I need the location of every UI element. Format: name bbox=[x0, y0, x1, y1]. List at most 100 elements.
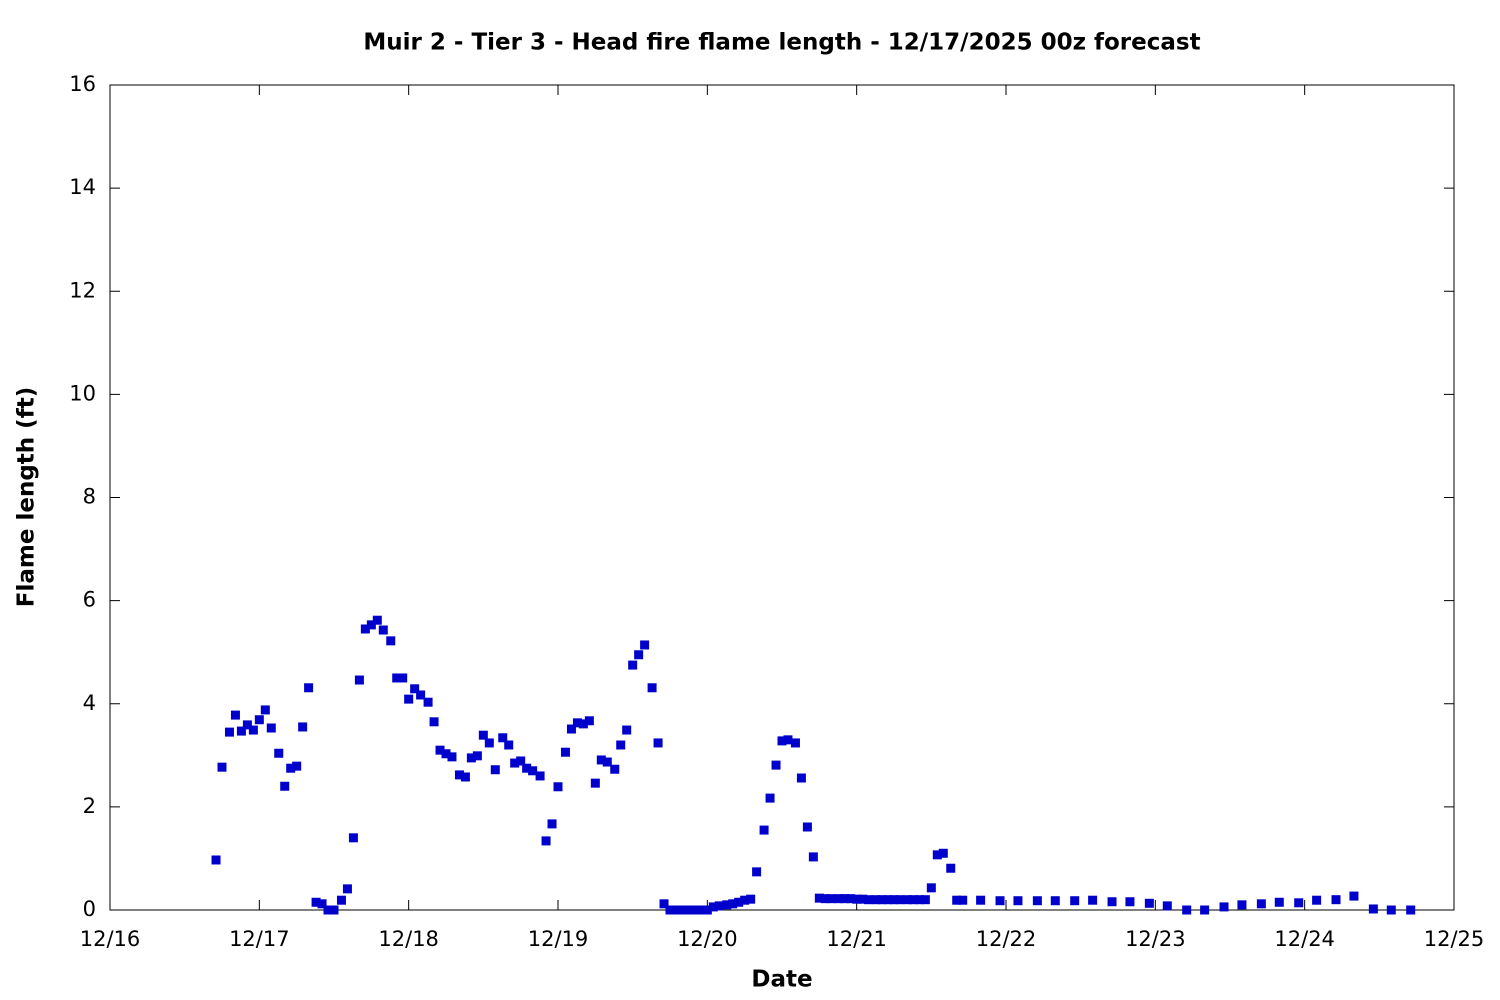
data-point bbox=[616, 740, 626, 750]
data-point bbox=[852, 894, 862, 904]
data-point bbox=[834, 894, 844, 904]
data-point bbox=[728, 899, 738, 909]
data-point bbox=[490, 765, 500, 775]
data-point bbox=[1125, 897, 1135, 907]
data-point bbox=[722, 900, 732, 910]
data-point bbox=[1144, 898, 1154, 908]
y-tick-label: 16 bbox=[69, 72, 96, 96]
data-point bbox=[765, 793, 775, 803]
data-point bbox=[677, 905, 687, 915]
data-point bbox=[864, 895, 874, 905]
x-tick-label: 12/20 bbox=[677, 927, 738, 951]
data-point bbox=[429, 717, 439, 727]
data-point bbox=[622, 725, 632, 735]
data-point bbox=[323, 905, 333, 915]
data-point bbox=[217, 762, 227, 772]
x-tick-label: 12/17 bbox=[229, 927, 290, 951]
data-point bbox=[1349, 891, 1359, 901]
data-point bbox=[696, 905, 706, 915]
data-point bbox=[659, 899, 669, 909]
data-point bbox=[796, 773, 806, 783]
data-point bbox=[820, 894, 830, 904]
data-point bbox=[952, 895, 962, 905]
data-point bbox=[466, 753, 476, 763]
data-point bbox=[1200, 905, 1210, 915]
data-point bbox=[1050, 896, 1060, 906]
data-point bbox=[522, 763, 532, 773]
data-point bbox=[596, 755, 606, 765]
data-point bbox=[478, 730, 488, 740]
data-point bbox=[266, 723, 276, 733]
data-point bbox=[372, 615, 382, 625]
data-point bbox=[441, 749, 451, 759]
data-point bbox=[858, 894, 868, 904]
data-point bbox=[908, 895, 918, 905]
x-tick-label: 12/21 bbox=[826, 927, 887, 951]
data-point bbox=[995, 896, 1005, 906]
data-point bbox=[752, 867, 762, 877]
data-point bbox=[242, 720, 252, 730]
data-point bbox=[590, 778, 600, 788]
data-point bbox=[454, 770, 464, 780]
data-point bbox=[292, 761, 302, 771]
data-point bbox=[783, 735, 793, 745]
data-point bbox=[547, 819, 557, 829]
chart-title: Muir 2 - Tier 3 - Head fire flame length… bbox=[363, 30, 1200, 56]
data-point bbox=[366, 620, 376, 630]
data-point bbox=[211, 855, 221, 865]
x-tick-label: 12/18 bbox=[378, 927, 439, 951]
data-point bbox=[746, 894, 756, 904]
data-point bbox=[790, 738, 800, 748]
data-point bbox=[416, 690, 426, 700]
data-point bbox=[846, 894, 856, 904]
data-point bbox=[702, 905, 712, 915]
x-tick-label: 12/23 bbox=[1125, 927, 1186, 951]
x-tick-label: 12/24 bbox=[1274, 927, 1335, 951]
y-axis-label: Flame length (ft) bbox=[14, 387, 40, 607]
data-point bbox=[236, 726, 246, 736]
data-point bbox=[1237, 900, 1247, 910]
x-tick-label: 12/19 bbox=[528, 927, 589, 951]
data-point bbox=[447, 752, 457, 762]
data-point bbox=[1256, 899, 1266, 909]
data-point bbox=[484, 738, 494, 748]
data-point bbox=[665, 905, 675, 915]
data-point bbox=[298, 722, 308, 732]
data-point bbox=[671, 905, 681, 915]
data-point bbox=[1032, 896, 1042, 906]
data-point bbox=[1107, 897, 1117, 907]
data-point bbox=[840, 894, 850, 904]
data-point bbox=[304, 683, 314, 693]
data-point bbox=[286, 763, 296, 773]
data-point bbox=[342, 884, 352, 894]
data-point bbox=[280, 781, 290, 791]
data-point bbox=[759, 825, 769, 835]
data-point bbox=[889, 895, 899, 905]
data-point bbox=[808, 852, 818, 862]
data-point bbox=[610, 764, 620, 774]
data-point bbox=[1162, 901, 1172, 911]
data-point bbox=[634, 650, 644, 660]
data-point bbox=[274, 748, 284, 758]
data-point bbox=[684, 905, 694, 915]
data-point bbox=[938, 848, 948, 858]
data-point bbox=[584, 716, 594, 726]
data-point bbox=[1386, 905, 1396, 915]
data-point bbox=[435, 745, 445, 755]
data-point bbox=[653, 738, 663, 748]
x-tick-label: 12/25 bbox=[1424, 927, 1485, 951]
data-point bbox=[360, 624, 370, 634]
data-point bbox=[883, 895, 893, 905]
data-point bbox=[814, 893, 824, 903]
data-point bbox=[647, 683, 657, 693]
data-point bbox=[378, 625, 388, 635]
data-point bbox=[560, 747, 570, 757]
data-point bbox=[460, 772, 470, 782]
plot-frame bbox=[109, 84, 1455, 911]
data-point bbox=[914, 895, 924, 905]
data-point bbox=[472, 751, 482, 761]
y-tick-label: 10 bbox=[69, 381, 96, 405]
data-point bbox=[248, 725, 258, 735]
data-point bbox=[230, 710, 240, 720]
